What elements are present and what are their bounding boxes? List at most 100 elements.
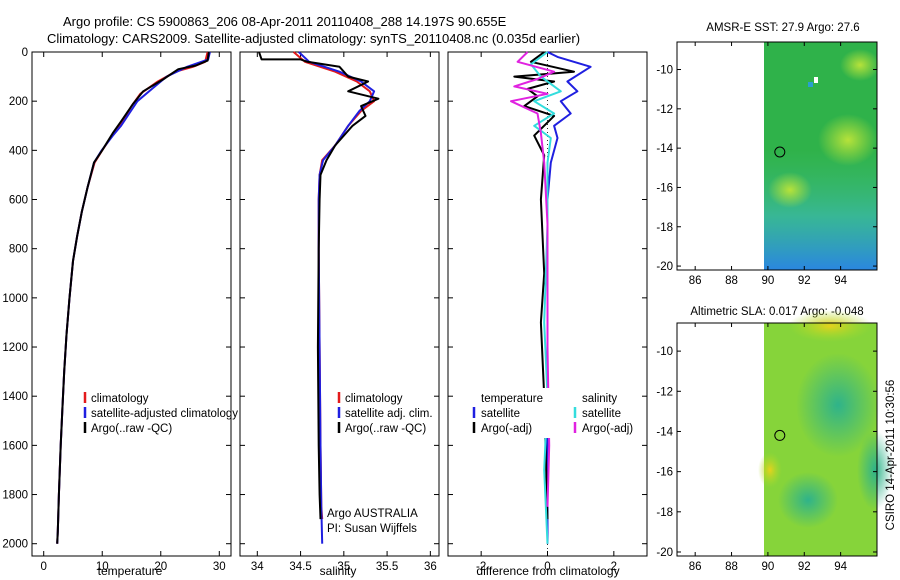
sst-heatmap-field bbox=[764, 42, 880, 270]
sst-map-title: AMSR-E SST: 27.9 Argo: 27.6 bbox=[706, 22, 859, 34]
sla-teal-patch bbox=[857, 430, 893, 510]
map-x-tick-label: 94 bbox=[834, 275, 847, 287]
map-x-tick-label: 90 bbox=[762, 275, 775, 287]
sla-teal-patch bbox=[778, 472, 838, 528]
argo-australia-label: Argo AUSTRALIA bbox=[327, 508, 418, 520]
map-x-tick-label: 88 bbox=[725, 275, 738, 287]
salinity-legend: climatology satellite adj. clim. Argo(..… bbox=[337, 392, 433, 435]
x-tick-label: 34 bbox=[251, 561, 264, 573]
csiro-timestamp: CSIRO 14-Apr-2011 10:30:56 bbox=[885, 380, 897, 531]
map-y-tick-label: -18 bbox=[656, 222, 673, 234]
sst-warm-patch bbox=[818, 114, 878, 166]
x-tick-label: 20 bbox=[154, 561, 167, 573]
y-tick-label: 1400 bbox=[2, 391, 28, 403]
y-tick-label: 2000 bbox=[2, 539, 28, 551]
x-tick-label: 34.5 bbox=[289, 561, 311, 573]
amsr-sst-map-panel: AMSR-E SST: 27.9 Argo: 27.6 86 88 90 92 94 -1… bbox=[656, 22, 880, 287]
map-y-tick-label: -18 bbox=[656, 507, 673, 519]
salinity-xlabel: salinity bbox=[320, 564, 357, 578]
map-x-tick-label: 86 bbox=[689, 275, 702, 287]
sst-argo-position-marker bbox=[774, 146, 786, 158]
y-tick-label: 200 bbox=[9, 96, 28, 108]
y-tick-label: 1200 bbox=[2, 342, 28, 354]
series-line-temperature-argo-adj bbox=[513, 51, 575, 520]
map-y-tick-label: -10 bbox=[656, 346, 673, 358]
series-line-argo-raw-qc bbox=[56, 51, 210, 544]
legend-label-temp-argo: Argo(-adj) bbox=[481, 423, 532, 435]
x-tick-label: 35.5 bbox=[376, 561, 398, 573]
sla-map-frame bbox=[676, 322, 878, 557]
sla-yellow-patch bbox=[788, 310, 872, 342]
legend-label-sal-satellite: satellite bbox=[582, 408, 621, 420]
altimetric-sla-map-panel: Altimetric SLA: 0.017 Argo: -0.048 86 88 9… bbox=[656, 306, 893, 573]
sst-axis-ticks: 86 88 90 92 94 -10 -12 -14 -16 -18 -20 bbox=[656, 42, 877, 287]
series-line-argo-raw-qc bbox=[258, 51, 380, 520]
figure-title-line1: Argo profile: CS 5900863_206 08-Apr-2011… bbox=[63, 14, 507, 29]
salinity-axis-ticks: 34 34.5 35 35.5 36 bbox=[240, 51, 439, 573]
series-line-salinity-satellite bbox=[529, 51, 562, 544]
sst-field-cool-south bbox=[764, 150, 877, 270]
map-y-tick-label: -12 bbox=[656, 386, 673, 398]
map-y-tick-label: -14 bbox=[656, 426, 673, 438]
pi-name-label: PI: Susan Wijffels bbox=[327, 523, 417, 535]
x-tick-label: 2 bbox=[611, 561, 617, 573]
y-tick-label: 0 bbox=[22, 47, 28, 59]
x-tick-label: -2 bbox=[476, 561, 486, 573]
series-line-salinity-argo-adj bbox=[510, 51, 556, 507]
x-tick-label: 30 bbox=[213, 561, 226, 573]
sla-teal-patch bbox=[796, 353, 880, 457]
x-tick-label: 0 bbox=[41, 561, 47, 573]
temperature-legend: climatology satellite-adjusted climatolo… bbox=[83, 392, 238, 435]
map-y-tick-label: -20 bbox=[656, 547, 673, 559]
difference-curves bbox=[510, 51, 592, 556]
temperature-plot-frame bbox=[31, 51, 232, 557]
temperature-curves bbox=[56, 51, 211, 544]
map-y-tick-label: -10 bbox=[656, 65, 673, 77]
map-y-tick-label: -16 bbox=[656, 182, 673, 194]
map-x-tick-label: 86 bbox=[689, 561, 702, 573]
legend-label-satellite-adj: satellite adj. clim. bbox=[345, 408, 433, 420]
temperature-profile-panel: 0 10 20 30 0 200 400 600 800 1000 1200 1400 1600 1800… bbox=[2, 47, 238, 578]
temperature-xlabel: temperature bbox=[98, 564, 163, 578]
salinity-plot-frame bbox=[239, 51, 440, 557]
difference-profile-panel: -2 0 2 difference from climatology tempera… bbox=[447, 51, 648, 578]
x-tick-label: 35 bbox=[337, 561, 350, 573]
legend-label-argo-raw: Argo(..raw -QC) bbox=[345, 423, 426, 435]
y-tick-label: 1600 bbox=[2, 440, 28, 452]
y-tick-label: 600 bbox=[9, 195, 28, 207]
legend-label-satellite-adjusted: satellite-adjusted climatology bbox=[91, 408, 238, 420]
y-tick-label: 1000 bbox=[2, 293, 28, 305]
difference-xlabel: difference from climatology bbox=[476, 564, 619, 578]
sla-axis-ticks: 86 88 90 92 94 -10 -12 -14 -16 -18 -20 bbox=[656, 323, 877, 573]
map-x-tick-label: 92 bbox=[798, 561, 811, 573]
map-y-tick-label: -16 bbox=[656, 467, 673, 479]
y-tick-label: 400 bbox=[9, 145, 28, 157]
legend-label-temp-satellite: satellite bbox=[481, 408, 520, 420]
map-y-tick-label: -20 bbox=[656, 261, 673, 273]
map-x-tick-label: 92 bbox=[798, 275, 811, 287]
temperature-axis-ticks: 0 10 20 30 0 200 400 600 800 1000 1200 1400 1600 1800… bbox=[2, 47, 231, 573]
y-tick-label: 800 bbox=[9, 244, 28, 256]
map-y-tick-label: -12 bbox=[656, 104, 673, 116]
legend-label-sal-argo: Argo(-adj) bbox=[582, 423, 633, 435]
x-tick-label: 0 bbox=[544, 561, 550, 573]
sla-argo-position-marker bbox=[774, 429, 786, 441]
map-y-tick-label: -14 bbox=[656, 143, 673, 155]
map-x-tick-label: 94 bbox=[834, 561, 847, 573]
sla-heatmap-field bbox=[758, 310, 893, 556]
legend-label-climatology: climatology bbox=[345, 393, 403, 405]
legend-label-argo-raw: Argo(..raw -QC) bbox=[91, 423, 172, 435]
legend-label-climatology: climatology bbox=[91, 393, 149, 405]
x-tick-label: 10 bbox=[96, 561, 109, 573]
salinity-profile-panel: 34 34.5 35 35.5 36 salinity climatology sate… bbox=[239, 51, 440, 578]
x-tick-label: 36 bbox=[424, 561, 437, 573]
sst-map-frame bbox=[676, 41, 878, 271]
sst-cool-pixel bbox=[808, 82, 813, 87]
salinity-curves bbox=[258, 51, 380, 544]
map-x-tick-label: 90 bbox=[762, 561, 775, 573]
sla-yellow-patch bbox=[758, 452, 782, 488]
y-tick-label: 1800 bbox=[2, 490, 28, 502]
sst-missing-pixel bbox=[814, 77, 818, 83]
difference-legend: temperature satellite Argo(-adj) salinit… bbox=[468, 388, 638, 438]
